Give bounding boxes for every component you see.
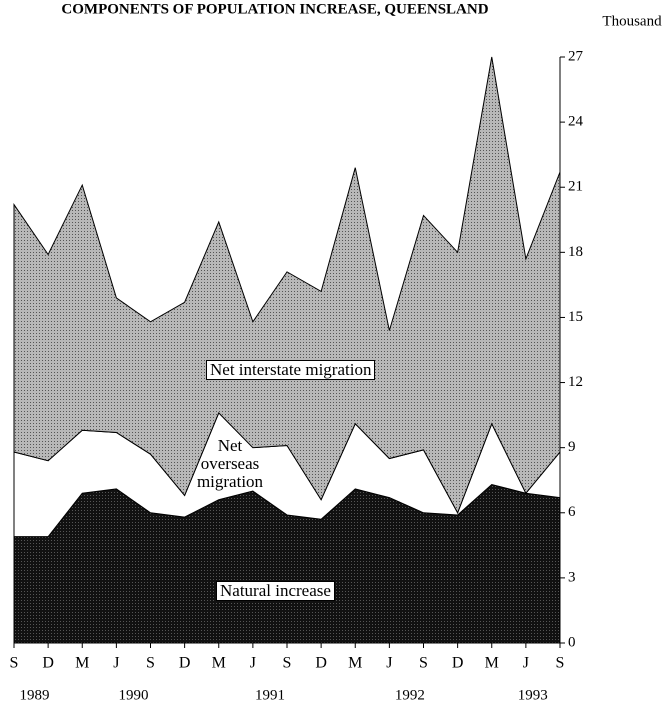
x-tick-label: S <box>419 655 428 672</box>
x-tick-label: J <box>113 655 119 672</box>
year-label: 1991 <box>255 687 285 703</box>
y-axis-label: Thousand <box>602 13 662 29</box>
y-tick-label: 6 <box>568 504 576 520</box>
chart-title: COMPONENTS OF POPULATION INCREASE, QUEEN… <box>61 1 488 17</box>
x-tick-label: M <box>212 655 226 672</box>
x-tick-label: S <box>556 655 565 672</box>
x-tick-label: J <box>523 655 529 672</box>
x-tick-label: D <box>315 655 327 672</box>
y-tick-label: 12 <box>568 374 583 390</box>
y-tick-label: 21 <box>568 179 583 195</box>
series-label: Natural increase <box>216 581 335 601</box>
year-label: 1990 <box>118 687 148 703</box>
y-tick-label: 3 <box>568 569 576 585</box>
x-tick-label: J <box>250 655 256 672</box>
y-tick-label: 15 <box>568 309 583 325</box>
x-tick-label: M <box>75 655 89 672</box>
x-tick-label: D <box>179 655 191 672</box>
x-tick-label: J <box>386 655 392 672</box>
x-tick-label: M <box>348 655 362 672</box>
year-label: 1992 <box>395 687 425 703</box>
y-tick-label: 27 <box>568 48 584 64</box>
x-tick-label: S <box>283 655 292 672</box>
y-tick-label: 24 <box>568 114 584 130</box>
y-tick-label: 0 <box>568 634 576 650</box>
y-tick-label: 9 <box>568 439 576 455</box>
x-tick-label: D <box>42 655 54 672</box>
year-label: 1993 <box>518 687 548 703</box>
x-tick-label: S <box>10 655 19 672</box>
series-label: Net overseas migration <box>196 436 264 491</box>
x-tick-label: S <box>146 655 155 672</box>
x-tick-label: D <box>452 655 464 672</box>
y-tick-label: 18 <box>568 244 583 260</box>
year-label: 1989 <box>19 687 49 703</box>
series-label: Net interstate migration <box>206 360 376 380</box>
x-tick-label: M <box>485 655 499 672</box>
